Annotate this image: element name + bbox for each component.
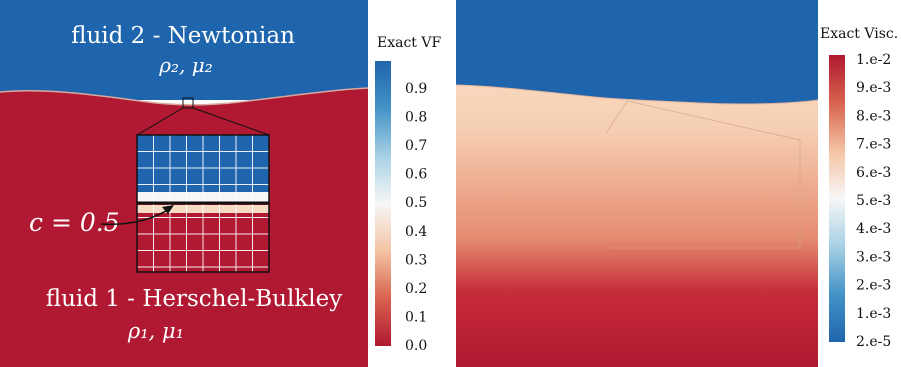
vf-colorbar-tick-label: 0.0 bbox=[405, 338, 427, 354]
right-panel bbox=[455, 0, 819, 367]
visc-colorbar-tick-label: 3.e-3 bbox=[856, 249, 891, 265]
viscosity-upper-region bbox=[456, 0, 818, 104]
zoom-line-right bbox=[192, 107, 270, 136]
zoom-inset-frame bbox=[136, 134, 270, 273]
visc-colorbar-tick-label: 7.e-3 bbox=[856, 137, 891, 153]
vf-colorbar-tick-label: 0.5 bbox=[405, 195, 427, 211]
visc-colorbar: Exact Visc. 1.e-2 9.e-3 8.e-3 7.e-3 6.e-3 5.e… bbox=[820, 26, 898, 350]
vf-colorbar-gradient bbox=[375, 61, 391, 346]
upper-fluid-props: ρ₂, μ₂ bbox=[158, 53, 213, 77]
fluid2-region bbox=[0, 0, 368, 100]
vf-colorbar-tick-label: 0.6 bbox=[405, 167, 427, 183]
left-panel: fluid 2 - Newtonian ρ₂, μ₂ c = 0.5 fluid… bbox=[0, 0, 369, 367]
lower-fluid-props: ρ₁, μ₁ bbox=[127, 319, 184, 343]
contour-arrowhead bbox=[162, 205, 174, 214]
vf-colorbar-tick-label: 0.3 bbox=[405, 252, 427, 268]
vf-colorbar-tick-label: 0.1 bbox=[405, 309, 427, 325]
vf-colorbar-tick-label: 0.9 bbox=[405, 81, 427, 97]
visc-colorbar-tick-label: 4.e-3 bbox=[856, 221, 891, 237]
visc-colorbar-tick-label: 8.e-3 bbox=[856, 108, 891, 124]
vf-colorbar-tick-label: 0.2 bbox=[405, 281, 427, 297]
vf-colorbar-tick-label: 0.7 bbox=[405, 138, 427, 154]
zoom-line-left bbox=[136, 107, 184, 136]
zoom-source-box bbox=[182, 97, 194, 109]
contour-label: c = 0.5 bbox=[29, 208, 120, 237]
visc-colorbar-tick-label: 5.e-3 bbox=[856, 193, 891, 209]
visc-colorbar-tick-label: 6.e-3 bbox=[856, 165, 891, 181]
viscosity-interface-line bbox=[455, 84, 819, 105]
zoom-inset bbox=[137, 135, 269, 272]
visc-colorbar-tick-label: 2.e-3 bbox=[856, 278, 891, 294]
vf-colorbar-tick-label: 0.4 bbox=[405, 224, 427, 240]
vf-colorbar-tick-label: 0.8 bbox=[405, 110, 427, 126]
zoom-mesh-grid bbox=[137, 135, 269, 272]
visc-colorbar-title: Exact Visc. bbox=[820, 26, 898, 42]
visc-colorbar-ticks: 1.e-2 9.e-3 8.e-3 7.e-3 6.e-3 5.e-3 4.e-3 3.e-3… bbox=[856, 52, 891, 350]
vf-colorbar: Exact VF 0.9 0.8 0.7 0.6 0.5 0.4 0.3 0.2 0.1 0.0 bbox=[375, 35, 441, 354]
visc-colorbar-tick-label: 1.e-3 bbox=[856, 306, 891, 322]
upper-fluid-label: fluid 2 - Newtonian bbox=[71, 23, 295, 49]
visc-colorbar-tick-label: 2.e-5 bbox=[856, 334, 891, 350]
visc-colorbar-tick-label: 1.e-2 bbox=[856, 52, 891, 68]
interface-line bbox=[0, 87, 369, 106]
vf-colorbar-ticks: 0.9 0.8 0.7 0.6 0.5 0.4 0.3 0.2 0.1 0.0 bbox=[405, 81, 427, 354]
lower-fluid-label: fluid 1 - Herschel-Bulkley bbox=[46, 286, 342, 312]
visc-colorbar-tick-label: 9.e-3 bbox=[856, 80, 891, 96]
vf-colorbar-title: Exact VF bbox=[377, 35, 441, 51]
mesh-artifact-lines bbox=[605, 99, 801, 249]
visc-colorbar-gradient bbox=[829, 55, 845, 342]
